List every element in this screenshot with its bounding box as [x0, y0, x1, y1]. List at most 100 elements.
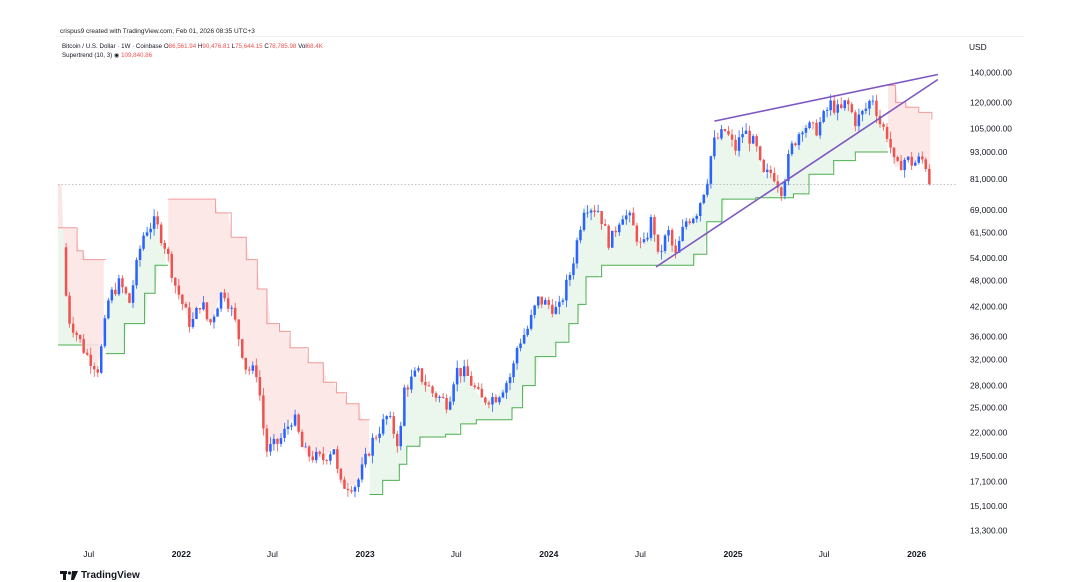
legend-low-label: L: [231, 43, 236, 50]
candle: [230, 305, 233, 317]
y-tick-label: 15,100.00: [970, 501, 1008, 511]
candle: [561, 298, 565, 305]
candle: [716, 132, 720, 140]
candle: [255, 358, 258, 383]
candle: [184, 301, 188, 308]
candle: [882, 122, 885, 131]
candle: [744, 123, 748, 134]
candle: [420, 367, 424, 385]
candle: [854, 110, 857, 132]
legend-ohlc-row: Bitcoin / U.S. Dollar · 1W · Coinbase O8…: [62, 42, 323, 51]
candle: [832, 94, 836, 115]
legend-indicator-row[interactable]: Supertrend (10, 3) ◉ 109,840.86: [62, 51, 323, 60]
candle: [392, 411, 395, 439]
candle: [191, 312, 195, 329]
candle: [547, 296, 550, 310]
candle: [649, 214, 653, 241]
x-tick-label: 2026: [907, 549, 926, 559]
candle: [403, 384, 406, 427]
candle: [142, 232, 145, 251]
eye-icon[interactable]: ◉: [113, 52, 120, 59]
x-tick-label: 2023: [356, 549, 375, 559]
candle: [755, 134, 758, 152]
y-tick-label: 105,000.00: [970, 123, 1012, 133]
y-tick-label: 69,000.00: [970, 205, 1008, 215]
y-tick-label: 48,000.00: [970, 276, 1008, 286]
candle: [727, 126, 730, 137]
candle: [448, 396, 452, 411]
legend-volume-label: Vol: [298, 43, 307, 50]
candle: [498, 396, 501, 405]
candle: [815, 119, 818, 137]
x-tick-label: Jul: [267, 549, 278, 559]
candle: [100, 344, 103, 374]
wedge-lower-line[interactable]: [655, 78, 939, 268]
candle: [699, 202, 702, 222]
legend-indicator-value: 109,840.86: [121, 52, 153, 59]
candle: [93, 362, 96, 377]
candle: [272, 434, 276, 451]
candle: [635, 222, 639, 246]
candle: [427, 381, 431, 387]
candle: [248, 366, 251, 375]
candle: [914, 160, 917, 166]
candle: [290, 422, 293, 431]
legend-high-label: H: [197, 43, 203, 50]
candle: [417, 365, 420, 373]
candle: [226, 292, 230, 313]
candle: [367, 452, 371, 457]
chart-credit: crispus9 created with TradingView.com, F…: [60, 28, 255, 35]
candle: [681, 219, 684, 242]
x-tick-label: Jul: [635, 549, 646, 559]
candle: [318, 450, 321, 457]
candle: [293, 409, 297, 427]
candle: [188, 302, 191, 333]
candle: [526, 325, 529, 337]
candle: [611, 230, 614, 248]
candle: [928, 164, 931, 186]
tradingview-logo-icon: [60, 571, 78, 580]
wedge-upper-line[interactable]: [714, 73, 939, 122]
legend-close-value: 78,785.98: [268, 43, 297, 50]
candle: [889, 131, 892, 154]
currency-label: USD: [969, 42, 987, 52]
candle: [544, 297, 547, 305]
candle: [885, 123, 889, 143]
legend-open-label: O: [163, 43, 169, 50]
candle: [262, 388, 265, 436]
candle: [156, 211, 159, 229]
legend-indicator-name[interactable]: Supertrend (10, 3): [62, 52, 113, 59]
tradingview-logo[interactable]: TradingView: [60, 570, 140, 581]
candle: [307, 445, 311, 462]
chart-area[interactable]: USD 140,000.00 120,000.00 105,000.00 93,000.…: [56, 36, 1024, 567]
candle: [399, 421, 402, 451]
candle: [593, 205, 596, 217]
candle: [868, 99, 871, 116]
legend-open-value: 86,561.94: [168, 43, 197, 50]
candle: [198, 307, 202, 314]
wedge-lines-layer: [655, 73, 939, 268]
candle: [364, 447, 367, 468]
y-tick-label: 19,500.00: [970, 451, 1008, 461]
candle: [477, 382, 480, 390]
candle: [371, 433, 374, 464]
candle: [825, 107, 829, 118]
candle: [847, 97, 850, 112]
candle: [639, 237, 642, 249]
candle: [836, 99, 839, 121]
candle: [107, 297, 110, 320]
candle: [684, 217, 688, 230]
candle: [455, 360, 459, 392]
candle: [181, 293, 184, 311]
price-chart[interactable]: USD 140,000.00 120,000.00 105,000.00 93,000.…: [56, 37, 1024, 567]
candle: [769, 165, 772, 179]
candle: [508, 373, 512, 391]
candle: [209, 318, 212, 326]
candle: [360, 457, 364, 483]
legend-volume-value: 68.4K: [306, 43, 323, 50]
candle: [762, 158, 765, 173]
candle: [96, 366, 99, 377]
candle: [896, 155, 899, 162]
candle: [776, 175, 780, 193]
candle: [804, 124, 808, 138]
